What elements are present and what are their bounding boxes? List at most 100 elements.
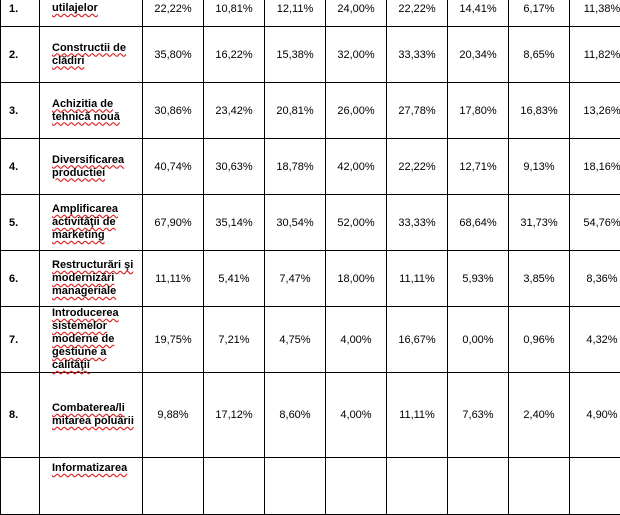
cell-value: 27,78%: [387, 83, 448, 139]
cell-value: 4,00%: [326, 307, 387, 373]
cell-value: 16,67%: [387, 307, 448, 373]
cell-value: 0,96%: [509, 307, 570, 373]
cell-value: [326, 458, 387, 515]
row-label-text: Combaterea/li mitarea poluării: [52, 402, 142, 428]
table-row: Informatizarea: [1, 458, 620, 515]
cell-value: 15,38%: [265, 27, 326, 83]
row-number: 4.: [1, 139, 40, 195]
cell-value: 5,93%: [448, 251, 509, 307]
row-number: 8.: [1, 373, 40, 458]
row-label: Achizitia de tehnică nouă: [40, 83, 143, 139]
cell-value: 18,00%: [326, 251, 387, 307]
cell-value: 11,82%: [570, 27, 620, 83]
cell-value: 11,11%: [143, 251, 204, 307]
cell-value: 20,34%: [448, 27, 509, 83]
cell-value: 30,63%: [204, 139, 265, 195]
table-row: 1. utilajelor 22,22% 10,81% 12,11% 24,00…: [1, 0, 620, 27]
row-label-text: Diversificarea productiei: [52, 154, 142, 180]
cell-value: [143, 458, 204, 515]
row-label-text: Restructurări şi modernizări manageriale: [52, 259, 142, 298]
table-row: 8. Combaterea/li mitarea poluării 9,88% …: [1, 373, 620, 458]
cell-value: 67,90%: [143, 195, 204, 251]
cell-value: 2,40%: [509, 373, 570, 458]
row-label-text: Amplificarea activităţii de marketing: [52, 203, 142, 242]
cell-value: 14,41%: [448, 0, 509, 27]
cell-value: [570, 458, 620, 515]
cell-value: 0,00%: [448, 307, 509, 373]
row-number: 3.: [1, 83, 40, 139]
cell-value: 26,00%: [326, 83, 387, 139]
cell-value: 11,38%: [570, 0, 620, 27]
cell-value: [204, 458, 265, 515]
cell-value: [265, 458, 326, 515]
cell-value: 22,22%: [387, 0, 448, 27]
row-label: Combaterea/li mitarea poluării: [40, 373, 143, 458]
cell-value: [448, 458, 509, 515]
cell-value: 7,63%: [448, 373, 509, 458]
row-label: Amplificarea activităţii de marketing: [40, 195, 143, 251]
cell-value: 42,00%: [326, 139, 387, 195]
row-number: [1, 458, 40, 515]
table-row: 6. Restructurări şi modernizări manageri…: [1, 251, 620, 307]
cell-value: 32,00%: [326, 27, 387, 83]
row-label: Restructurări şi modernizări manageriale: [40, 251, 143, 307]
cell-value: 68,64%: [448, 195, 509, 251]
row-label: Introducerea sistemelor moderne de gesti…: [40, 307, 143, 373]
table-row: 3. Achizitia de tehnică nouă 30,86% 23,4…: [1, 83, 620, 139]
cell-value: 8,36%: [570, 251, 620, 307]
cell-value: 12,71%: [448, 139, 509, 195]
cell-value: 4,00%: [326, 373, 387, 458]
cell-value: 31,73%: [509, 195, 570, 251]
cell-value: 22,22%: [143, 0, 204, 27]
row-label-text: Informatizarea: [52, 462, 142, 475]
cell-value: 9,13%: [509, 139, 570, 195]
table-row: 4. Diversificarea productiei 40,74% 30,6…: [1, 139, 620, 195]
cell-value: 19,75%: [143, 307, 204, 373]
cell-value: 11,11%: [387, 373, 448, 458]
cell-value: 33,33%: [387, 27, 448, 83]
cell-value: 8,65%: [509, 27, 570, 83]
cell-value: [387, 458, 448, 515]
table-row: 2. Constructii de clădiri 35,80% 16,22% …: [1, 27, 620, 83]
cell-value: 22,22%: [387, 139, 448, 195]
cell-value: 11,11%: [387, 251, 448, 307]
cell-value: 4,32%: [570, 307, 620, 373]
cell-value: 5,41%: [204, 251, 265, 307]
cell-value: 30,86%: [143, 83, 204, 139]
table-row: 5. Amplificarea activităţii de marketing…: [1, 195, 620, 251]
cell-value: 17,12%: [204, 373, 265, 458]
cell-value: 20,81%: [265, 83, 326, 139]
row-label-text: Introducerea sistemelor moderne de gesti…: [52, 307, 142, 372]
cell-value: 17,80%: [448, 83, 509, 139]
row-label: Constructii de clădiri: [40, 27, 143, 83]
cell-value: 8,60%: [265, 373, 326, 458]
cell-value: 13,26%: [570, 83, 620, 139]
row-number: 1.: [1, 0, 40, 27]
cell-value: 3,85%: [509, 251, 570, 307]
row-number: 5.: [1, 195, 40, 251]
cell-value: 7,47%: [265, 251, 326, 307]
row-label: Informatizarea: [40, 458, 143, 515]
row-label: utilajelor: [40, 0, 143, 27]
row-label-text: utilajelor: [52, 2, 142, 15]
row-number: 7.: [1, 307, 40, 373]
cell-value: 24,00%: [326, 0, 387, 27]
cell-value: 12,11%: [265, 0, 326, 27]
cell-value: 16,83%: [509, 83, 570, 139]
row-label: Diversificarea productiei: [40, 139, 143, 195]
cell-value: 40,74%: [143, 139, 204, 195]
cell-value: 33,33%: [387, 195, 448, 251]
cell-value: 23,42%: [204, 83, 265, 139]
row-number: 2.: [1, 27, 40, 83]
cell-value: 6,17%: [509, 0, 570, 27]
cell-value: 18,16%: [570, 139, 620, 195]
cell-value: 52,00%: [326, 195, 387, 251]
cell-value: 35,14%: [204, 195, 265, 251]
row-label-text: Achizitia de tehnică nouă: [52, 98, 142, 124]
cell-value: 18,78%: [265, 139, 326, 195]
cell-value: 35,80%: [143, 27, 204, 83]
cell-value: 4,75%: [265, 307, 326, 373]
cell-value: 7,21%: [204, 307, 265, 373]
